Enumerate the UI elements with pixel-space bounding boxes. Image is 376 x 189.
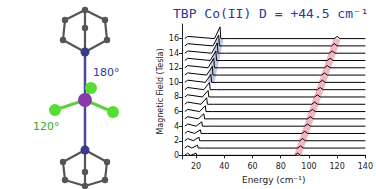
- svg-text:10: 10: [169, 78, 179, 87]
- svg-text:Magnetic Field (Tesla): Magnetic Field (Tesla): [156, 48, 165, 134]
- svg-text:6: 6: [174, 107, 179, 116]
- svg-text:120°: 120°: [33, 120, 60, 133]
- svg-text:40: 40: [219, 162, 229, 171]
- svg-text:8: 8: [174, 92, 179, 101]
- svg-text:180°: 180°: [93, 66, 120, 79]
- svg-text:TBP Co(II) D = +44.5 cm⁻¹: TBP Co(II) D = +44.5 cm⁻¹: [173, 6, 369, 21]
- svg-text:4: 4: [174, 122, 179, 131]
- svg-text:80: 80: [276, 162, 286, 171]
- svg-text:2: 2: [174, 136, 179, 145]
- svg-text:20: 20: [191, 162, 201, 171]
- svg-text:0: 0: [174, 151, 179, 160]
- svg-text:12: 12: [169, 63, 179, 72]
- svg-text:140: 140: [358, 162, 373, 171]
- svg-text:Energy (cm⁻¹): Energy (cm⁻¹): [242, 175, 305, 185]
- svg-text:14: 14: [169, 49, 179, 58]
- svg-text:120: 120: [330, 162, 345, 171]
- svg-text:100: 100: [301, 162, 316, 171]
- svg-text:60: 60: [247, 162, 257, 171]
- svg-text:16: 16: [169, 34, 179, 43]
